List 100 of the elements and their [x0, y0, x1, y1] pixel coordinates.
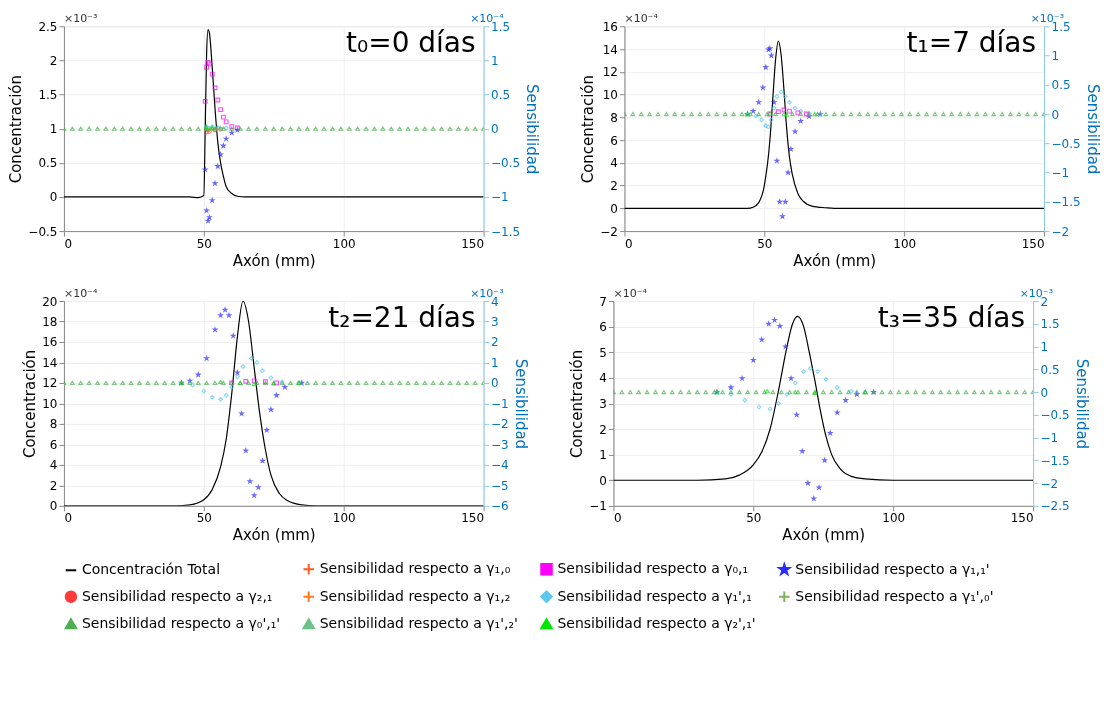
y2-tick-label: 0: [491, 376, 499, 391]
x-tick-label: 150: [461, 236, 485, 251]
y-tick-label: 10: [42, 396, 58, 411]
legend-label: Sensibilidad respecto a γ₁,₁': [795, 560, 990, 577]
y-tick-label: 12: [602, 65, 618, 80]
y-tick-label: 10: [602, 88, 618, 103]
x-axis-title: Axón (mm): [782, 526, 866, 545]
y2-tick-label: 1: [1051, 49, 1060, 64]
x-tick-label: 0: [624, 236, 633, 251]
y-tick-label: −1: [589, 499, 607, 514]
y2-tick-label: 0.5: [1040, 362, 1060, 377]
legend-label: Sensibilidad respecto a γ₁',₂': [319, 614, 518, 631]
y2-tick-label: −2: [1051, 224, 1070, 239]
y2-tick-label: 1: [491, 53, 499, 68]
y2-tick-label: 0.5: [491, 88, 511, 103]
y2-axis-title: Sensibilidad: [1072, 358, 1091, 450]
y-tick-label: 0: [49, 190, 58, 205]
y2-tick-label: −5: [491, 478, 509, 493]
x-tick-label: 150: [461, 511, 485, 526]
y-tick-label: 1: [599, 448, 607, 463]
y-tick-label: 8: [49, 417, 58, 432]
y2-tick-label: −6: [491, 499, 509, 514]
x-tick-label: 0: [64, 236, 73, 251]
y2-tick-label: −2.5: [1040, 499, 1070, 514]
y-tick-label: 12: [42, 376, 58, 391]
y2-tick-label: 0: [1051, 107, 1060, 122]
x-tick-label: 100: [893, 236, 917, 251]
legend-label: Sensibilidad respecto a γ₀',₁': [81, 614, 281, 631]
y-tick-label: 1.5: [38, 88, 58, 103]
x-tick-label: 50: [757, 236, 773, 251]
y2-axis-title: Sensibilidad: [511, 358, 530, 450]
y-tick-label: 6: [599, 320, 607, 335]
y-tick-label: 3: [599, 396, 607, 411]
x-tick-label: 0: [64, 511, 73, 526]
y2-tick-label: −4: [491, 458, 509, 473]
y2-tick-label: 0.5: [1051, 78, 1071, 93]
y2-tick-label: 0: [491, 122, 499, 137]
y2-tick-label: −0.5: [1040, 408, 1070, 423]
y2-tick-label: −3: [491, 437, 509, 452]
y2-tick-label: 1: [1040, 340, 1049, 355]
x-tick-label: 50: [196, 236, 212, 251]
y-tick-label: 4: [49, 458, 58, 473]
y2-tick-label: −2: [491, 417, 509, 432]
legend-label: Sensibilidad respecto a γ₁',₁: [557, 587, 752, 604]
y-axis-title: Concentración: [7, 75, 26, 184]
y-tick-label: 2: [610, 179, 618, 194]
legend-label: Sensibilidad respecto a γ₁',₀': [795, 587, 994, 604]
y2-tick-label: −1: [1040, 431, 1059, 446]
legend-label: Concentración Total: [81, 561, 221, 578]
y-tick-label: 0: [610, 201, 618, 216]
legend-label: Sensibilidad respecto a γ₂',₁': [557, 614, 756, 631]
legend-label: Sensibilidad respecto a γ₂,₁: [81, 587, 273, 604]
y2-tick-label: −0.5: [491, 156, 521, 171]
y2-axis-title: Sensibilidad: [1083, 84, 1102, 175]
x-tick-label: 100: [882, 511, 906, 526]
x-tick-label: 50: [746, 511, 762, 526]
y2-tick-label: 3: [491, 314, 499, 329]
y2-axis-title: Sensibilidad: [523, 84, 542, 175]
y-tick-label: 0: [599, 473, 607, 488]
x-axis-title: Axón (mm): [793, 251, 877, 270]
y-tick-label: 0: [49, 499, 58, 514]
y-tick-label: 20: [42, 294, 58, 309]
chart-title: t₁=7 días: [906, 26, 1037, 60]
y-tick-label: 0.5: [38, 156, 58, 171]
y-tick-label: −0.5: [28, 224, 58, 239]
chart-title: t₂=21 días: [328, 300, 476, 334]
text: ×10⁻⁴: [624, 12, 659, 26]
y-axis-title: Concentración: [579, 75, 598, 184]
y-tick-label: 18: [42, 314, 58, 329]
y2-tick-label: 1: [491, 355, 499, 370]
line-series: [63, 29, 484, 199]
y2-tick-label: −1: [491, 396, 509, 411]
y-tick-label: 6: [610, 133, 618, 148]
y-axis-title: Concentración: [21, 349, 40, 459]
y2-tick-label: 1.5: [1040, 317, 1060, 332]
y2-tick-label: 2: [491, 335, 499, 350]
y2-tick-label: −1: [1051, 166, 1070, 181]
text: ×10⁻⁴: [63, 287, 98, 301]
y-tick-label: 16: [602, 19, 618, 34]
y2-tick-label: −2: [1040, 476, 1059, 491]
y-tick-label: 14: [602, 42, 618, 57]
x-axis-title: Axón (mm): [232, 526, 316, 545]
y2-tick-label: −1.5: [491, 224, 521, 239]
y2-tick-label: 0: [1040, 385, 1049, 400]
text: ×10⁻³: [63, 12, 98, 26]
chart-title: t₃=35 días: [877, 300, 1026, 334]
y2-tick-label: −0.5: [1051, 136, 1081, 151]
chart-title: t₀=0 días: [346, 26, 476, 60]
y-tick-label: −2: [600, 224, 618, 239]
y-tick-label: 4: [610, 156, 618, 171]
legend-label: Sensibilidad respecto a γ₁,₀: [319, 560, 511, 577]
y-tick-label: 16: [42, 335, 58, 350]
y-tick-label: 2: [49, 53, 58, 68]
y-tick-label: 14: [42, 355, 58, 370]
y-tick-label: 1: [49, 122, 58, 137]
y-tick-label: 2: [49, 478, 58, 493]
x-tick-label: 150: [1010, 511, 1034, 526]
legend-label: Sensibilidad respecto a γ₁,₂: [319, 587, 511, 604]
y-axis-title: Concentración: [568, 349, 587, 459]
y2-tick-label: −1.5: [1051, 195, 1081, 210]
